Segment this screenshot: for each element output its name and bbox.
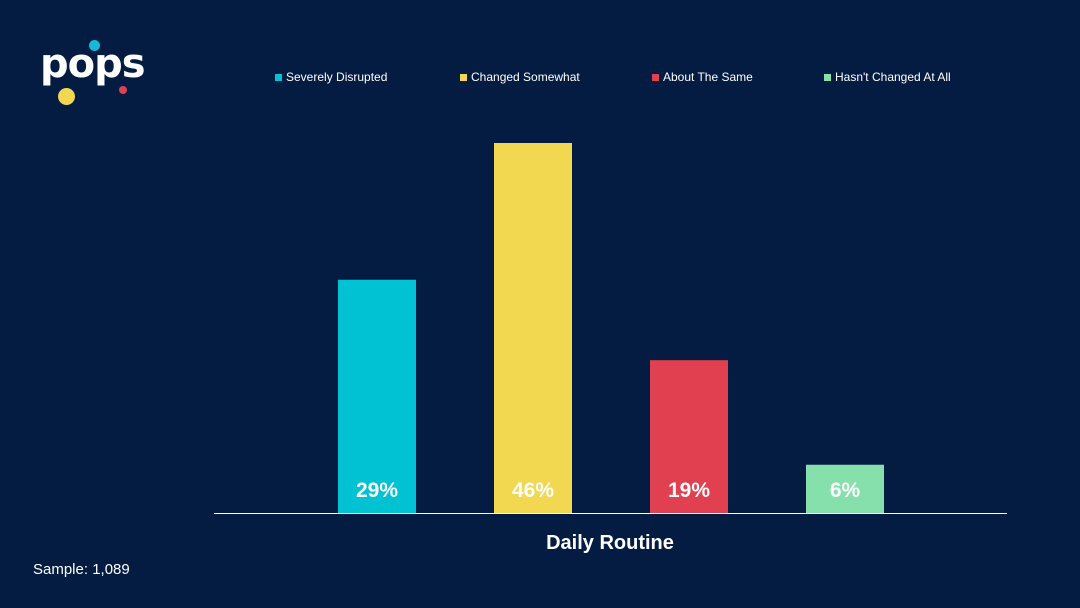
legend-swatch-3 (652, 73, 659, 81)
legend-swatch-1 (275, 73, 282, 81)
legend-label-3: About The Same (663, 70, 753, 84)
legend-item-1: Severely Disrupted (275, 70, 387, 84)
logo-dot-red (119, 86, 127, 94)
pops-logo: pops (36, 36, 156, 110)
legend-swatch-2 (460, 73, 467, 81)
sample-size-label: Sample: 1,089 (33, 561, 130, 578)
legend-label-1: Severely Disrupted (286, 70, 388, 84)
bar-3 (650, 360, 728, 513)
chart-legend: Severely Disrupted Changed Somewhat About … (0, 70, 1080, 86)
legend-label-4: Hasn't Changed At All (835, 70, 951, 84)
legend-swatch-4 (824, 73, 831, 81)
bar-4 (806, 464, 884, 513)
legend-label-2: Changed Somewhat (471, 70, 580, 84)
x-axis-label: Daily Routine (546, 532, 674, 554)
bar-value-label-1: 29% (356, 479, 398, 502)
bar-value-label-3: 19% (668, 479, 710, 502)
legend-item-2: Changed Somewhat (460, 70, 580, 84)
bar-value-label-2: 46% (512, 479, 554, 502)
bar-1 (338, 279, 416, 513)
bar-value-label-4: 6% (830, 479, 861, 502)
logo-dot-teal (89, 40, 100, 51)
legend-item-3: About The Same (652, 70, 753, 84)
legend-item-4: Hasn't Changed At All (824, 70, 951, 84)
bar-2 (494, 143, 572, 513)
logo-dot-yellow (58, 88, 75, 105)
